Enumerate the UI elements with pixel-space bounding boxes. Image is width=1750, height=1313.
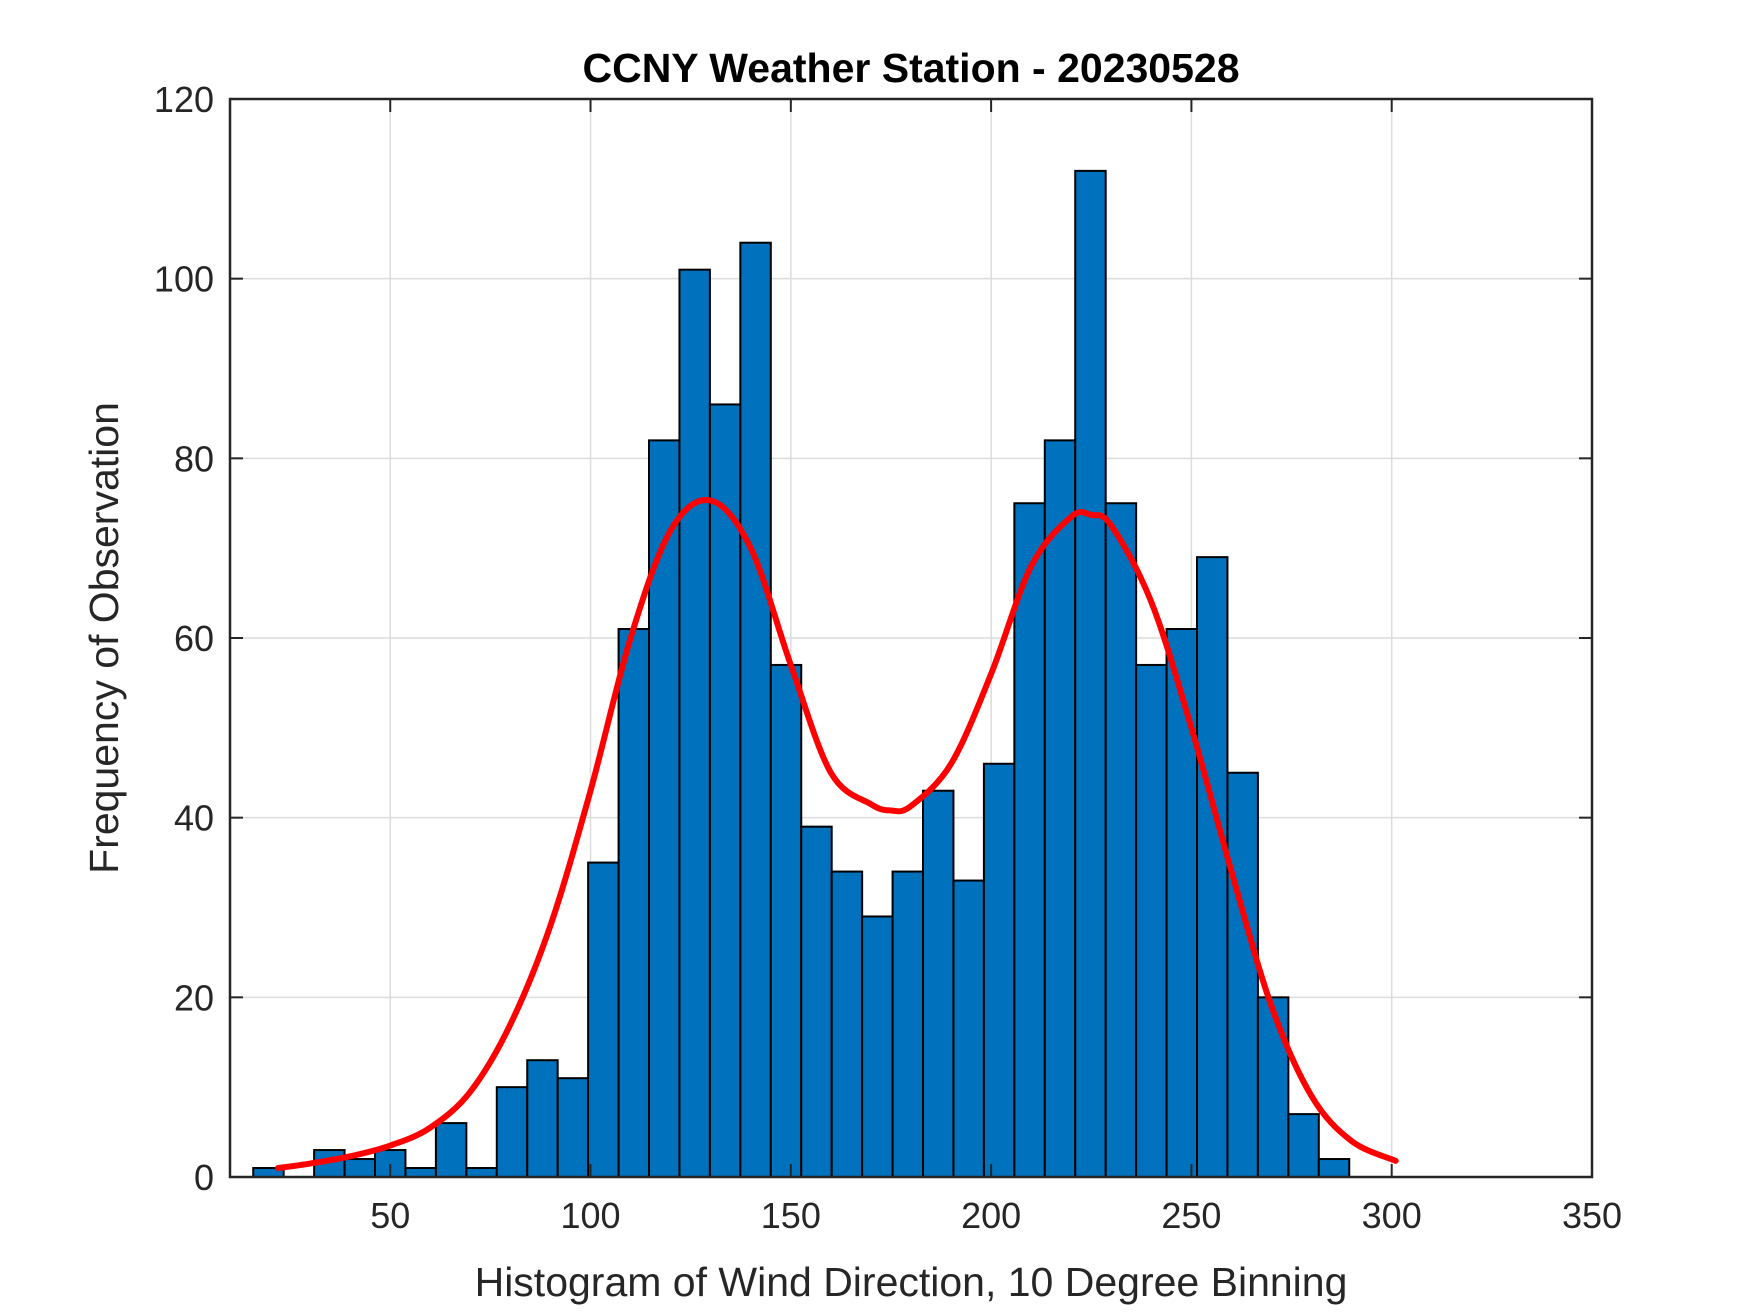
histogram-bar: [617, 628, 651, 1178]
chart-title: CCNY Weather Station - 20230528: [582, 45, 1239, 91]
histogram-bar: [891, 870, 925, 1178]
histogram-bar: [708, 403, 742, 1178]
histogram-bar: [343, 1158, 377, 1178]
x-tick-label: 350: [1562, 1195, 1622, 1236]
x-tick-label: 100: [560, 1195, 620, 1236]
x-axis-title: Histogram of Wind Direction, 10 Degree B…: [475, 1259, 1348, 1305]
histogram-bar: [1013, 502, 1046, 1178]
y-tick-label: 80: [174, 438, 214, 479]
y-tick-labels: 0 20 40 60 80 100 120: [154, 79, 214, 1198]
y-tick-label: 40: [174, 798, 214, 839]
histogram-bar: [587, 861, 620, 1178]
histogram-bar: [404, 1167, 437, 1179]
y-tick-label: 120: [154, 79, 214, 120]
histogram-bar: [1226, 771, 1259, 1178]
x-tick-label: 150: [761, 1195, 821, 1236]
histogram-bar: [1317, 1158, 1351, 1178]
histogram-bar: [1287, 1113, 1320, 1179]
histogram-bar: [556, 1077, 590, 1179]
x-tick-label: 250: [1161, 1195, 1221, 1236]
y-tick-label: 20: [174, 977, 214, 1018]
histogram-bar: [1256, 996, 1290, 1178]
fit-curve-layer: [275, 497, 1399, 1172]
histogram-bar: [1043, 439, 1077, 1179]
histogram-bar: [648, 439, 681, 1179]
x-tick-labels: 50 100 150 200 250 300 350: [370, 1195, 1622, 1236]
histogram-bar: [1196, 556, 1229, 1178]
histogram-bar: [1074, 169, 1107, 1179]
y-axis-title: Frequency of Observation: [81, 402, 127, 874]
x-tick-label: 300: [1362, 1195, 1422, 1236]
histogram-bar: [800, 825, 833, 1179]
histogram-bar: [495, 1086, 529, 1178]
y-tick-label: 100: [154, 259, 214, 300]
histogram-bar: [1135, 663, 1168, 1178]
histogram-bar: [830, 870, 864, 1178]
histogram-bar: [861, 915, 894, 1178]
histogram-bar: [465, 1167, 498, 1179]
histogram-bar: [922, 789, 955, 1178]
histogram-bar: [678, 268, 711, 1178]
axis-ticks: [230, 98, 1593, 1178]
fit-curve: [275, 497, 1399, 1172]
histogram-bar: [952, 879, 985, 1178]
histogram-bar: [1104, 502, 1138, 1178]
x-tick-label: 50: [370, 1195, 410, 1236]
histogram-bar: [434, 1122, 468, 1178]
y-tick-label: 0: [194, 1157, 214, 1198]
histogram-bar: [526, 1059, 559, 1179]
histogram-bar: [1165, 628, 1199, 1178]
y-tick-label: 60: [174, 618, 214, 659]
histogram-bar: [739, 241, 772, 1178]
x-tick-label: 200: [961, 1195, 1021, 1236]
histogram-bar: [769, 663, 803, 1178]
histogram-bar: [982, 762, 1016, 1178]
